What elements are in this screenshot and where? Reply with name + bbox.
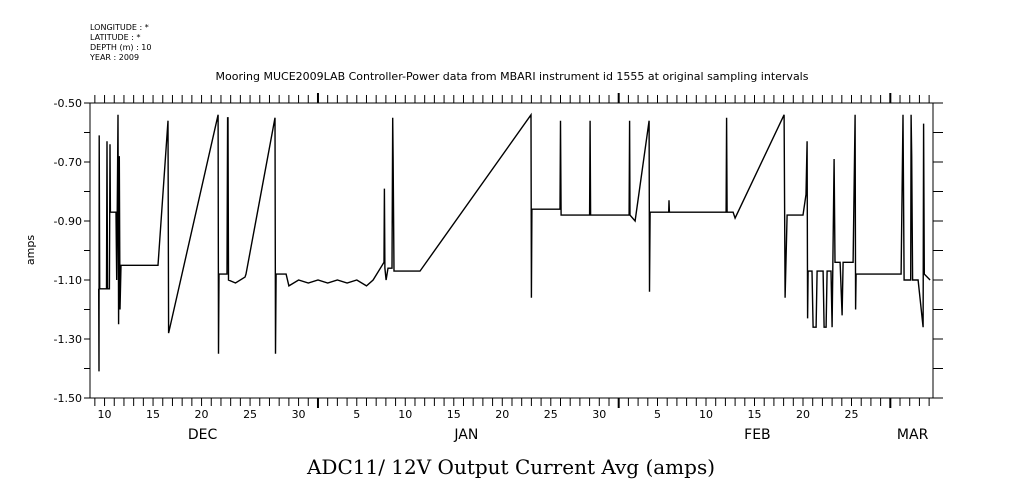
axes: 10 15 20 25 30 5 10 15 20 25 30 5 10 15 20 25 DEC JAN FEB M… [54, 93, 943, 443]
x-tick-label: 20 [495, 408, 509, 421]
x-tick-label: 30 [592, 408, 606, 421]
x-tick-label: 5 [353, 408, 360, 421]
x-tick-label: 15 [748, 408, 762, 421]
x-tick-label: 25 [544, 408, 558, 421]
x-tick-label: 25 [845, 408, 859, 421]
month-label: FEB [744, 427, 771, 443]
series-line [98, 112, 931, 372]
y-axis-label: amps [24, 235, 37, 265]
x-tick-label: 15 [447, 408, 461, 421]
x-tick-label: 30 [292, 408, 306, 421]
x-tick-label: 15 [146, 408, 160, 421]
header-depth: DEPTH (m) : 10 [90, 43, 151, 52]
x-tick-label: 25 [243, 408, 257, 421]
y-tick-label: -0.70 [54, 156, 82, 169]
header-latitude: LATITUDE : * [90, 33, 140, 42]
y-tick-label: -1.30 [54, 333, 82, 346]
y-tick-label: -0.50 [54, 97, 82, 110]
series-group [98, 112, 931, 372]
x-tick-label: 5 [654, 408, 661, 421]
y-tick-label: -1.50 [54, 392, 82, 405]
header-longitude: LONGITUDE : * [90, 23, 149, 32]
x-tick-label: 10 [699, 408, 713, 421]
header-year: YEAR : 2009 [89, 53, 139, 62]
month-label: DEC [188, 427, 218, 443]
chart-title: Mooring MUCE2009LAB Controller-Power dat… [216, 70, 809, 83]
month-label: JAN [453, 427, 478, 443]
x-axis-label: ADC11/ 12V Output Current Avg (amps) [306, 455, 715, 479]
month-label: MAR [897, 427, 929, 443]
x-tick-label: 20 [195, 408, 209, 421]
x-tick-label: 20 [796, 408, 810, 421]
x-tick-label: 10 [98, 408, 112, 421]
y-tick-label: -1.10 [54, 274, 82, 287]
y-tick-label: -0.90 [54, 215, 82, 228]
x-tick-label: 10 [398, 408, 412, 421]
